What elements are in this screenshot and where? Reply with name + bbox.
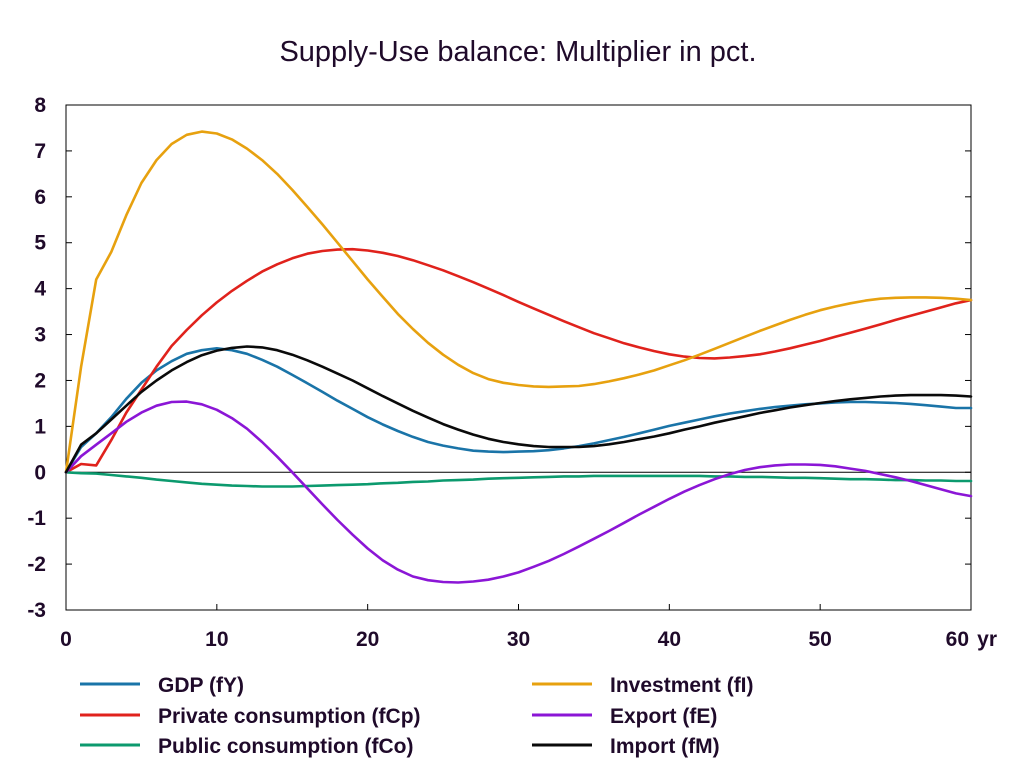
series-line-investment-fi xyxy=(64,130,973,474)
x-tick-label: 20 xyxy=(356,628,379,651)
legend: GDP (fY) Private consumption (fCp) Public … xyxy=(80,674,754,758)
x-tick-label: 50 xyxy=(808,628,831,651)
x-tick-label: 40 xyxy=(658,628,681,651)
series-line-gdp-fy xyxy=(64,346,973,474)
legend-label-import-fm: Import (fM) xyxy=(610,735,720,758)
y-axis: 8 7 6 5 4 3 2 1 0 -1 -2 -3 xyxy=(27,94,971,622)
series-line-private-consumption-fcp xyxy=(64,247,973,474)
series-line-export-fe xyxy=(64,400,973,584)
series-line-import-fm xyxy=(64,345,973,474)
series-layer xyxy=(64,130,973,584)
legend-label-investment-fi: Investment (fI) xyxy=(610,674,754,697)
y-tick-label: 1 xyxy=(34,415,46,438)
legend-label-private-consumption-fcp: Private consumption (fCp) xyxy=(158,705,421,728)
series-line-public-consumption-fco xyxy=(64,470,973,488)
y-tick-label: -3 xyxy=(27,599,46,622)
legend-label-gdp-fy: GDP (fY) xyxy=(158,674,244,697)
plot-frame xyxy=(65,104,972,611)
x-tick-label: 30 xyxy=(507,628,530,651)
y-tick-label: -1 xyxy=(27,507,46,530)
y-tick-label: 4 xyxy=(34,278,46,301)
legend-label-public-consumption-fco: Public consumption (fCo) xyxy=(158,735,413,758)
y-tick-label: 7 xyxy=(34,140,46,163)
x-tick-label: 10 xyxy=(205,628,228,651)
y-tick-label: 5 xyxy=(34,232,46,255)
x-tick-label: 0 xyxy=(60,628,72,651)
x-axis: 0 10 20 30 40 50 60 yr xyxy=(60,604,997,651)
y-tick-label: -2 xyxy=(27,553,46,576)
chart-title: Supply-Use balance: Multiplier in pct. xyxy=(279,36,756,68)
x-unit-label: yr xyxy=(977,628,997,651)
y-tick-label: 0 xyxy=(34,461,46,484)
y-tick-label: 2 xyxy=(34,369,46,392)
legend-label-export-fe: Export (fE) xyxy=(610,705,717,728)
y-tick-label: 6 xyxy=(34,186,46,209)
y-tick-label: 8 xyxy=(34,94,46,117)
y-tick-label: 3 xyxy=(34,324,46,347)
plot-area xyxy=(65,104,972,611)
x-tick-label: 60 xyxy=(946,628,969,651)
